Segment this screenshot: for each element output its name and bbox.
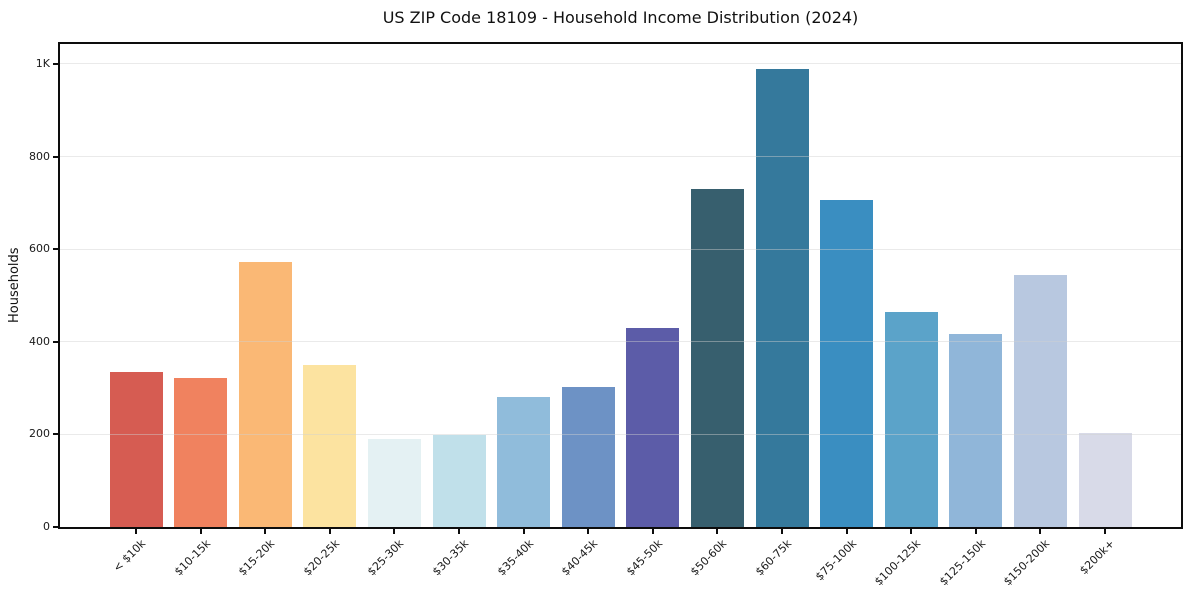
bar [367,439,421,527]
bar [303,364,357,527]
y-tick-label: 200 [29,427,50,441]
y-tick-label: 600 [29,242,50,256]
x-tick-mark [910,529,913,534]
gridline [60,63,1181,65]
bar [690,188,744,527]
bar [174,377,228,527]
x-tick-mark [1039,529,1042,534]
gridline [60,341,1181,343]
bar [432,434,486,527]
y-tick-mark [53,62,58,65]
y-tick-label: 1K [35,56,50,70]
bar [820,200,874,527]
x-tick-mark [328,529,331,534]
gridline [60,156,1181,158]
chart-title: US ZIP Code 18109 - Household Income Dis… [382,8,859,27]
bar [626,327,680,527]
x-tick-mark [587,529,590,534]
plot-area: 0 200 400 600 800 1K < $10k $10-15k $15-20k $20-2… [29,42,1183,588]
bar [949,333,1003,527]
bar [109,371,163,527]
y-tick-label: 400 [29,334,50,348]
x-tick-mark [522,529,525,534]
y-tick-mark [53,340,58,343]
x-tick-mark [651,529,654,534]
bar [755,68,809,527]
y-tick-mark [53,248,58,251]
y-tick-label: 800 [29,149,50,163]
bar [238,262,292,527]
x-tick-mark [974,529,977,534]
bar [884,311,938,527]
y-tick-label: 0 [43,520,50,533]
x-tick-mark [781,529,783,534]
x-tick-mark [135,529,137,534]
bar [561,386,615,527]
gridline [60,248,1181,250]
x-tick-label: < $10k [110,537,149,575]
x-tick-mark [458,529,460,534]
y-tick-mark [53,526,58,528]
y-tick-mark [53,155,58,158]
x-tick-mark [264,529,267,534]
y-axis-label: Households [7,247,22,324]
x-tick-mark [845,529,848,534]
x-tick-mark [716,529,719,534]
y-tick-mark [53,433,58,436]
x-tick-mark [1104,529,1106,534]
bar [1078,432,1132,527]
bar [1013,274,1067,527]
x-tick-mark [393,529,396,534]
bar [497,396,551,527]
x-tick-mark [199,529,202,534]
gridline [60,433,1181,435]
